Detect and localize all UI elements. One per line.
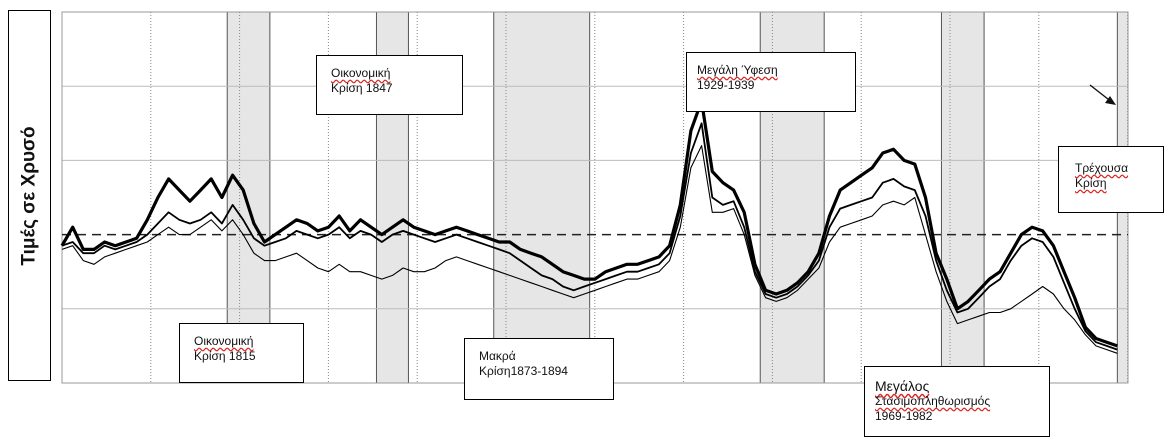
annotation-great-depression: Μεγάλη Ύφεση 1929-1939 — [686, 52, 856, 112]
annotation-current-crisis: Τρέχουσα Κρίση — [1058, 146, 1164, 213]
annotation-line: 1929-1939 — [697, 78, 847, 93]
shaded-region — [941, 12, 984, 383]
annotation-stagflation: Μεγάλος Στασιμοπληθωρισμός 1969-1982 — [864, 366, 1050, 437]
y-axis-label: Τιμές σε Χρυσό — [19, 126, 41, 265]
shaded-region — [494, 12, 590, 383]
annotation-line: Κρίση 1847 — [331, 81, 454, 96]
y-axis-label-box: Τιμές σε Χρυσό — [8, 10, 51, 381]
annotation-crisis-1847: Οικονομική Κρίση 1847 — [316, 55, 463, 115]
annotation-line: Μεγάλος — [875, 379, 1041, 394]
annotation-crisis-1815: Οικονομική Κρίση 1815 — [179, 323, 304, 383]
annotation-line: Κρίση — [1075, 176, 1155, 191]
annotation-line: Οικονομική — [194, 334, 295, 349]
annotation-line: Μεγάλη Ύφεση — [697, 63, 847, 78]
annotation-long-crisis: Μακρά Κρίση1873-1894 — [464, 338, 614, 400]
annotation-line: 1969-1982 — [875, 409, 1041, 424]
annotation-line: Μακρά — [479, 349, 605, 364]
annotation-line: Κρίση1873-1894 — [479, 364, 605, 379]
annotation-line: Κρίση 1815 — [194, 349, 295, 364]
annotation-line: Στασιμοπληθωρισμός — [875, 394, 1041, 409]
annotation-line: Τρέχουσα — [1075, 161, 1155, 176]
annotation-line: Οικονομική — [331, 66, 454, 81]
